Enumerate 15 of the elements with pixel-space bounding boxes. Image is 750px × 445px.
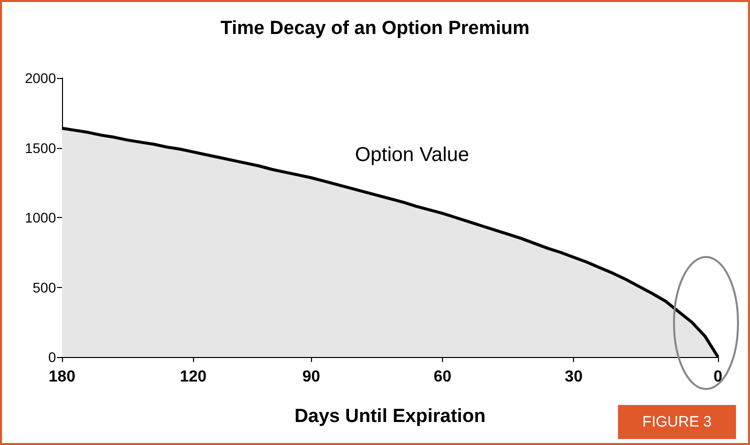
- x-tick-label: 0: [714, 368, 723, 386]
- y-tick-label: 2000: [24, 70, 56, 86]
- y-tick-label: 1000: [24, 210, 56, 226]
- annotation: Option Value: [355, 144, 470, 166]
- x-tick-label: 180: [48, 368, 76, 386]
- y-tick-label: 1500: [24, 140, 56, 156]
- x-tick-label: 120: [180, 368, 207, 386]
- x-tick-label: 30: [564, 368, 583, 386]
- y-tick-label: 0: [48, 349, 56, 365]
- x-tick-label: 90: [302, 368, 320, 386]
- y-tick-label: 500: [32, 279, 56, 296]
- caption: FIGURE 3: [642, 414, 712, 430]
- chart-title: Time Decay of an Option Premium: [220, 18, 530, 39]
- x-axis-title: Days Until Expiration: [294, 406, 486, 427]
- x-tick-label: 60: [434, 368, 452, 386]
